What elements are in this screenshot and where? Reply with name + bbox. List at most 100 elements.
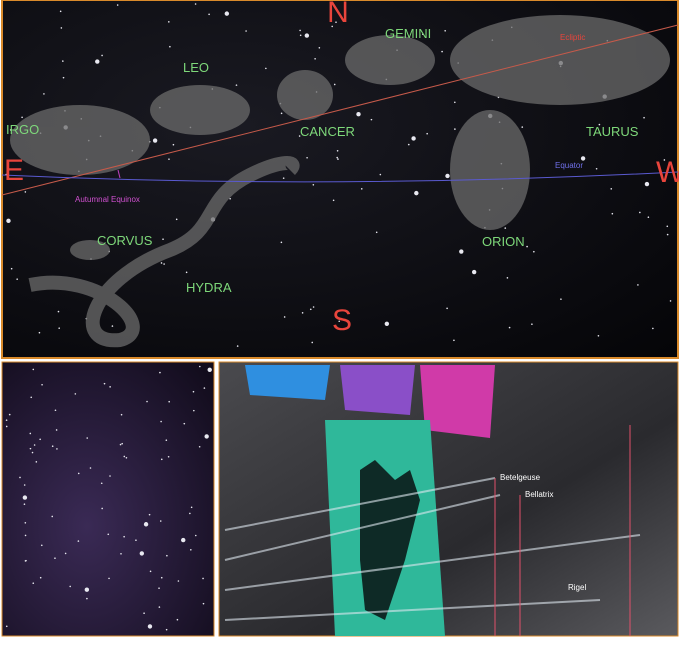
star xyxy=(8,413,11,416)
star xyxy=(107,533,110,536)
star xyxy=(669,300,672,302)
star xyxy=(77,540,80,542)
star xyxy=(445,173,450,179)
star xyxy=(312,184,315,186)
star xyxy=(229,197,231,200)
star xyxy=(21,116,23,119)
star xyxy=(299,34,302,37)
star xyxy=(332,199,335,202)
equator-line xyxy=(1,171,679,183)
star xyxy=(610,188,613,190)
star xyxy=(533,250,535,253)
star xyxy=(31,451,34,454)
star xyxy=(60,27,63,29)
star xyxy=(265,67,267,70)
star xyxy=(169,45,171,48)
star xyxy=(29,447,32,450)
star xyxy=(637,284,639,286)
constellation-label: HYDRA xyxy=(186,280,232,295)
star xyxy=(235,84,238,86)
star xyxy=(338,320,341,323)
orion-silhouette xyxy=(360,460,420,620)
star xyxy=(6,218,11,224)
star xyxy=(143,522,149,527)
star xyxy=(89,467,92,469)
star xyxy=(125,456,128,459)
constellation-figures xyxy=(10,15,670,260)
star xyxy=(9,129,12,131)
panel-purple xyxy=(340,365,415,415)
star xyxy=(120,552,122,555)
star xyxy=(193,409,195,412)
constellation-label: ORION xyxy=(482,234,525,249)
star xyxy=(160,420,162,423)
star xyxy=(311,341,314,344)
star xyxy=(176,618,179,621)
star xyxy=(58,327,60,329)
star xyxy=(198,365,201,368)
star xyxy=(508,326,511,329)
star xyxy=(32,582,35,585)
star xyxy=(202,577,204,580)
star xyxy=(192,390,195,393)
star xyxy=(375,231,378,234)
star xyxy=(504,227,507,229)
star xyxy=(379,173,382,176)
star xyxy=(384,321,390,326)
star xyxy=(43,93,45,95)
star xyxy=(312,306,315,308)
star xyxy=(666,225,669,228)
star xyxy=(580,156,586,161)
star xyxy=(453,339,455,342)
star xyxy=(414,190,419,196)
star xyxy=(59,10,62,13)
star xyxy=(160,458,163,461)
star xyxy=(337,158,339,160)
star xyxy=(123,455,126,458)
star xyxy=(306,156,308,159)
star xyxy=(57,310,60,313)
star xyxy=(163,263,165,265)
star xyxy=(120,413,123,416)
star xyxy=(74,393,77,395)
star xyxy=(103,382,106,385)
star xyxy=(86,437,88,439)
star xyxy=(143,612,145,615)
star xyxy=(135,539,137,541)
star xyxy=(194,3,197,5)
star xyxy=(411,136,416,141)
star xyxy=(19,476,21,479)
star xyxy=(172,143,175,146)
star-label: Bellatrix xyxy=(525,490,553,499)
annotation: Autumnal Equinox xyxy=(75,195,140,204)
ecliptic-label: Ecliptic xyxy=(560,33,585,42)
star xyxy=(25,559,27,562)
star xyxy=(595,167,598,170)
star xyxy=(69,585,71,588)
star xyxy=(446,307,448,310)
star xyxy=(54,409,57,412)
star xyxy=(77,472,80,475)
constellation-label: GEMINI xyxy=(385,26,431,41)
star xyxy=(54,557,56,559)
star xyxy=(40,544,43,547)
star xyxy=(471,269,477,275)
star xyxy=(16,278,18,280)
star xyxy=(108,577,110,580)
constellation-label: CORVUS xyxy=(97,233,153,248)
star xyxy=(597,334,600,337)
star xyxy=(5,425,8,428)
star xyxy=(203,387,206,389)
star xyxy=(336,156,338,159)
star xyxy=(39,576,42,579)
star xyxy=(177,580,180,582)
star xyxy=(236,345,239,347)
star xyxy=(123,535,125,538)
star xyxy=(318,46,321,49)
constellation-label: LEO xyxy=(183,60,209,75)
star xyxy=(39,438,41,441)
star xyxy=(101,507,103,510)
star xyxy=(181,537,186,543)
star xyxy=(426,132,428,135)
